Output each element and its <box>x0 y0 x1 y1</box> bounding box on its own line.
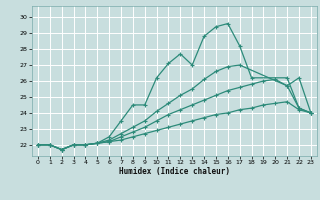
X-axis label: Humidex (Indice chaleur): Humidex (Indice chaleur) <box>119 167 230 176</box>
